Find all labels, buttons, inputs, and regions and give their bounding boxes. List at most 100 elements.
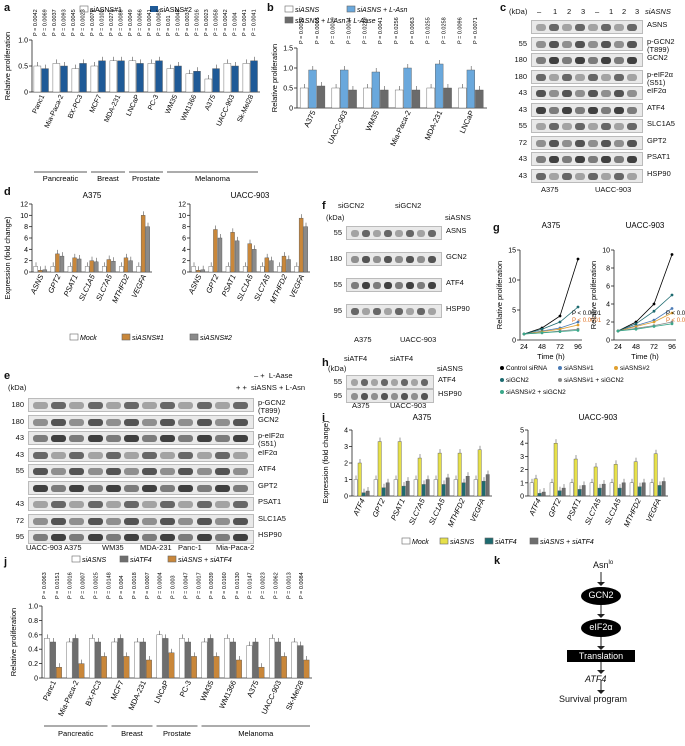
bar xyxy=(230,641,236,679)
sigcn2-a: siGCN2 xyxy=(338,201,365,210)
kda-marker: 72 xyxy=(518,137,527,147)
bar xyxy=(303,659,310,679)
blot-band xyxy=(69,402,85,409)
blot-band xyxy=(33,435,49,442)
blot-band xyxy=(160,484,176,492)
blot-band xyxy=(536,40,546,48)
blot-band xyxy=(406,230,414,237)
blot-band xyxy=(51,418,67,426)
blot-band xyxy=(601,139,611,147)
y-tick-label: 3 xyxy=(344,444,348,451)
data-point xyxy=(576,305,580,309)
blot-band xyxy=(601,106,611,114)
blot-band xyxy=(391,393,398,400)
legend-swatch xyxy=(284,5,294,13)
kda-marker: 55 xyxy=(333,280,342,289)
x-tick-label: 72 xyxy=(650,344,658,351)
bar xyxy=(156,634,163,679)
p-value: P = 0.0085 xyxy=(157,9,163,36)
blot-band xyxy=(142,402,158,409)
y-tick-label: 10 xyxy=(20,213,28,220)
x-tick-label: Mia-Paca-2 xyxy=(44,94,66,129)
cell-f-a375: A375 xyxy=(354,335,372,344)
bar xyxy=(597,487,602,497)
data-point xyxy=(558,330,562,333)
bar xyxy=(208,266,214,273)
blot-strip xyxy=(531,69,643,84)
blot-strip xyxy=(531,119,643,133)
blot-band xyxy=(562,172,572,180)
lane-1: 1 xyxy=(553,7,558,16)
y-tick-label: 1 xyxy=(520,480,524,487)
blot-band xyxy=(232,402,248,409)
blot-strip xyxy=(346,252,442,266)
blot-band xyxy=(33,534,49,541)
p-value: P = 0.01 xyxy=(166,15,172,36)
p-value: P = 0.0160 xyxy=(222,572,228,599)
bar xyxy=(277,266,282,273)
bar xyxy=(67,266,73,273)
x-tick-label: PC-3 xyxy=(147,94,160,112)
bar xyxy=(411,89,421,109)
lane-2b: 2 xyxy=(622,7,627,16)
group-label: Pancreatic xyxy=(58,729,94,738)
blot-band xyxy=(160,418,176,426)
legend-label: siASNS#1 xyxy=(90,7,122,14)
blot-band xyxy=(69,484,85,492)
bar xyxy=(200,269,206,273)
x-tick-label: GPT2 xyxy=(204,272,221,294)
y-tick-label: 10 xyxy=(508,278,516,285)
y-tick-label: 15 xyxy=(508,248,516,255)
kda-marker: 55 xyxy=(333,228,342,237)
chart-title: UACC-903 xyxy=(579,413,618,422)
bar xyxy=(76,258,82,273)
p-annotation: P < 0.0001 xyxy=(572,318,602,324)
p-annotation: P < 0.0001 xyxy=(666,311,685,317)
blot-band xyxy=(601,73,611,81)
bar xyxy=(147,63,156,93)
bar xyxy=(72,257,77,273)
bar xyxy=(94,261,99,273)
panel-label-d: d xyxy=(4,186,11,198)
blot-band xyxy=(196,484,212,492)
blot-band xyxy=(401,379,408,386)
blot-band xyxy=(391,379,398,386)
legend-label: Mock xyxy=(80,335,97,342)
blot-band xyxy=(232,534,248,541)
blot-strip xyxy=(346,304,442,318)
bar xyxy=(117,638,124,679)
series-line xyxy=(523,258,579,335)
blot-panel-e: (kDa) – + L-Aase + + siASNS + L-Asn 180 p… xyxy=(0,368,320,553)
blot-band xyxy=(549,57,559,64)
x-tick-label: Sk-Mel28 xyxy=(236,94,255,124)
bar xyxy=(481,480,486,497)
blot-band xyxy=(178,534,194,541)
x-tick-label: BX-PC3 xyxy=(83,679,103,707)
blot-band xyxy=(105,501,121,508)
blot-band xyxy=(160,435,176,442)
bar xyxy=(435,63,444,109)
blot-band xyxy=(627,123,637,130)
bar xyxy=(71,68,80,93)
blot-band xyxy=(614,90,624,97)
bar xyxy=(457,452,462,497)
blot-band xyxy=(51,451,67,459)
blot-band xyxy=(214,484,230,492)
blot-label: eIF2α xyxy=(647,86,667,95)
kda-marker: 55 xyxy=(333,377,342,386)
bar xyxy=(78,663,85,679)
y-tick-label: 6 xyxy=(182,236,186,243)
bar xyxy=(111,641,118,679)
blot-band xyxy=(411,393,418,400)
bar xyxy=(224,638,230,679)
legend-label: siASNS#1 + siGCN2 xyxy=(564,377,624,384)
p-value: P = 0.003 xyxy=(171,575,177,599)
blot-band xyxy=(69,501,85,508)
cell-line-label: MDA-231 xyxy=(140,543,172,552)
bar xyxy=(90,65,99,93)
p-value: P = 0.0041 xyxy=(252,9,258,36)
blot-band xyxy=(536,123,546,130)
bar xyxy=(426,87,435,109)
x-tick-label: 72 xyxy=(556,344,564,351)
blot-label: GPT2 xyxy=(258,480,278,490)
